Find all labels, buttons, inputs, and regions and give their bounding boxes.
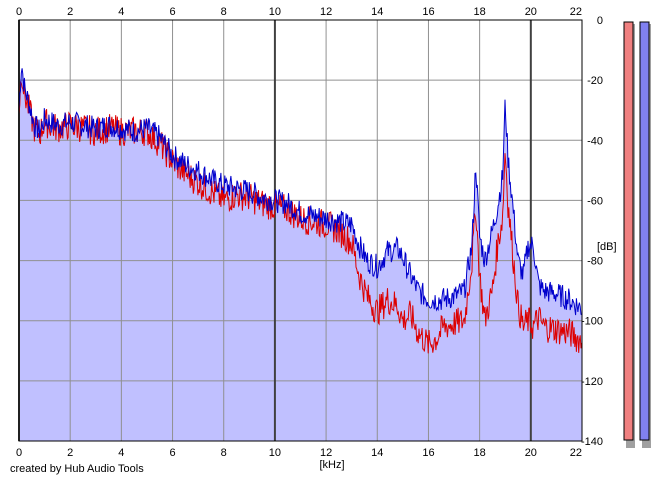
y-tick-label: -40 <box>587 135 603 147</box>
y-tick-label: -100 <box>581 316 603 328</box>
x-tick-label-top: 16 <box>422 6 434 18</box>
x-tick-label-top: 10 <box>269 6 281 18</box>
y-tick-labels: 0 -20 -40 -60 -80 -100 -120 -140 <box>581 15 603 448</box>
x-tick-label-bottom: 8 <box>221 447 227 459</box>
x-tick-label-bottom: 12 <box>320 447 332 459</box>
y-tick-label: -80 <box>587 256 603 268</box>
x-tick-label-bottom: 10 <box>269 447 281 459</box>
x-tick-label-top: 0 <box>16 6 22 18</box>
credit-text: created by Hub Audio Tools <box>10 463 144 475</box>
x-tick-label-bottom: 16 <box>422 447 434 459</box>
y-tick-label: -60 <box>587 195 603 207</box>
area-fill <box>19 68 582 442</box>
x-tick-label-bottom: 4 <box>118 447 124 459</box>
x-tick-label-top: 12 <box>320 6 332 18</box>
y-tick-label: -140 <box>581 436 603 448</box>
x-tick-labels-top: 0 2 4 6 8 10 12 14 16 18 20 22 <box>16 6 582 18</box>
series-line-blue <box>18 68 582 316</box>
x-tick-label-bottom: 14 <box>371 447 383 459</box>
plot-frame <box>18 19 583 442</box>
series-line-red <box>18 79 583 354</box>
x-tick-label-bottom: 22 <box>570 447 582 459</box>
x-tick-label-top: 18 <box>474 6 486 18</box>
level-meters <box>623 21 651 448</box>
level-meter-bar <box>623 21 634 441</box>
x-tick-label-top: 22 <box>570 6 582 18</box>
x-tick-label-bottom: 6 <box>169 447 175 459</box>
x-tick-label-top: 4 <box>118 6 124 18</box>
x-tick-label-top: 20 <box>525 6 537 18</box>
x-tick-label-top: 14 <box>371 6 383 18</box>
y-tick-label: 0 <box>597 15 603 27</box>
x-tick-label-bottom: 18 <box>474 447 486 459</box>
plot-border <box>18 19 583 442</box>
x-tick-label-top: 6 <box>169 6 175 18</box>
area-under-curve <box>19 68 582 442</box>
y-axis-label: [dB] <box>597 241 617 253</box>
x-axis-label: [kHz] <box>319 459 344 471</box>
x-tick-label-bottom: 20 <box>525 447 537 459</box>
x-tick-label-bottom: 2 <box>67 447 73 459</box>
x-tick-label-top: 2 <box>67 6 73 18</box>
series-layer <box>18 68 583 354</box>
x-tick-label-bottom: 0 <box>16 447 22 459</box>
x-tick-label-top: 8 <box>221 6 227 18</box>
x-tick-labels-bottom: 0 2 4 6 8 10 12 14 16 18 20 22 <box>16 447 582 459</box>
y-tick-label: -120 <box>581 376 603 388</box>
level-meter-bar <box>639 21 650 441</box>
y-tick-label: -20 <box>587 75 603 87</box>
